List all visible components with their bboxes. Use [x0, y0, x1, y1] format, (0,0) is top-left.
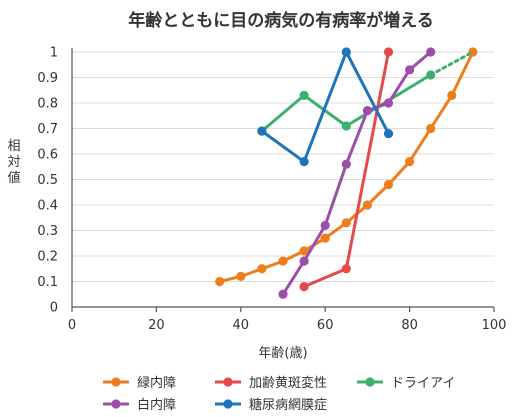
data-point — [320, 220, 330, 230]
series-line — [261, 50, 390, 164]
data-point — [405, 157, 415, 167]
legend-label: 加齢黄斑変性 — [249, 375, 327, 391]
legend-swatch-point — [111, 399, 121, 409]
data-point — [341, 218, 351, 228]
data-point — [341, 159, 351, 169]
y-tick-label: 0.5 — [37, 173, 58, 188]
legend-label: ドライアイ — [391, 376, 455, 391]
x-axis-label: 年齢(歳) — [258, 346, 307, 361]
data-point — [257, 264, 267, 274]
data-point — [426, 123, 436, 134]
legend-swatch-point — [223, 399, 233, 409]
data-point — [383, 98, 394, 108]
y-tick-label: 0.7 — [37, 122, 58, 137]
y-tick-label: 0.2 — [37, 250, 58, 265]
x-tick-label: 40 — [233, 318, 250, 333]
data-point — [299, 157, 309, 167]
data-point — [299, 282, 309, 292]
series-糖尿病網膜症 — [257, 47, 394, 167]
data-point — [299, 256, 309, 266]
y-tick-label: 0.1 — [37, 275, 58, 290]
series-加齢黄斑変性 — [299, 47, 394, 292]
chart-title: 年齢とともに目の病気の有病率が増える — [128, 10, 434, 31]
data-point — [299, 90, 309, 100]
legend-item: 白内障 — [103, 397, 176, 413]
series-extension — [429, 50, 475, 77]
data-point — [362, 106, 372, 116]
data-point — [257, 126, 267, 136]
legend-label: 糖尿病網膜症 — [249, 397, 327, 413]
y-tick-label: 0.4 — [37, 199, 58, 214]
series-ドライアイ — [257, 50, 475, 136]
data-point — [447, 90, 457, 100]
y-tick-label: 0.8 — [37, 97, 58, 112]
data-point — [236, 271, 246, 281]
x-tick-label: 100 — [482, 318, 507, 333]
x-tick-label: 20 — [148, 318, 165, 333]
data-point — [299, 246, 309, 256]
x-tick-label: 60 — [317, 318, 334, 333]
data-point — [405, 65, 415, 75]
series-layer — [215, 47, 478, 299]
y-tick-label: 0 — [50, 301, 58, 316]
data-point — [278, 289, 288, 299]
data-point — [362, 200, 372, 210]
series-白内障 — [278, 47, 436, 299]
data-point — [278, 256, 288, 266]
x-tick-label: 80 — [401, 318, 418, 333]
data-point — [383, 47, 394, 57]
legend-item: ドライアイ — [357, 376, 455, 391]
legend-swatch-point — [111, 377, 121, 387]
series-line — [281, 50, 432, 296]
data-point — [383, 180, 394, 190]
y-tick-label: 0.9 — [37, 71, 58, 86]
data-point — [215, 276, 225, 287]
legend-label: 緑内障 — [137, 375, 176, 391]
axes: 0 0.1 0.2 0.3 0.4 0.5 0.6 0.7 0.8 0.9 1 0 20 40 60 80 10… — [37, 46, 506, 334]
y-tick-label: 1 — [50, 46, 58, 61]
x-tick-label: 0 — [68, 318, 76, 333]
data-point — [341, 121, 351, 131]
y-axis-label: 相対値 — [7, 139, 20, 186]
grid — [72, 51, 494, 282]
legend-item: 加齢黄斑変性 — [215, 375, 327, 391]
series-line — [303, 51, 390, 288]
data-point — [426, 47, 436, 57]
data-point — [426, 70, 436, 80]
data-point — [320, 233, 330, 243]
legend-label: 白内障 — [137, 397, 176, 413]
data-point — [383, 129, 394, 139]
y-tick-label: 0.3 — [37, 224, 58, 239]
series-緑内障 — [215, 47, 478, 287]
legend-item: 緑内障 — [103, 375, 176, 391]
y-tick-label: 0.6 — [37, 148, 58, 163]
legend-swatch-point — [223, 377, 233, 387]
legend-item: 糖尿病網膜症 — [215, 397, 327, 413]
data-point — [341, 264, 351, 274]
data-point — [341, 47, 351, 57]
legend-swatch-point — [365, 377, 375, 387]
